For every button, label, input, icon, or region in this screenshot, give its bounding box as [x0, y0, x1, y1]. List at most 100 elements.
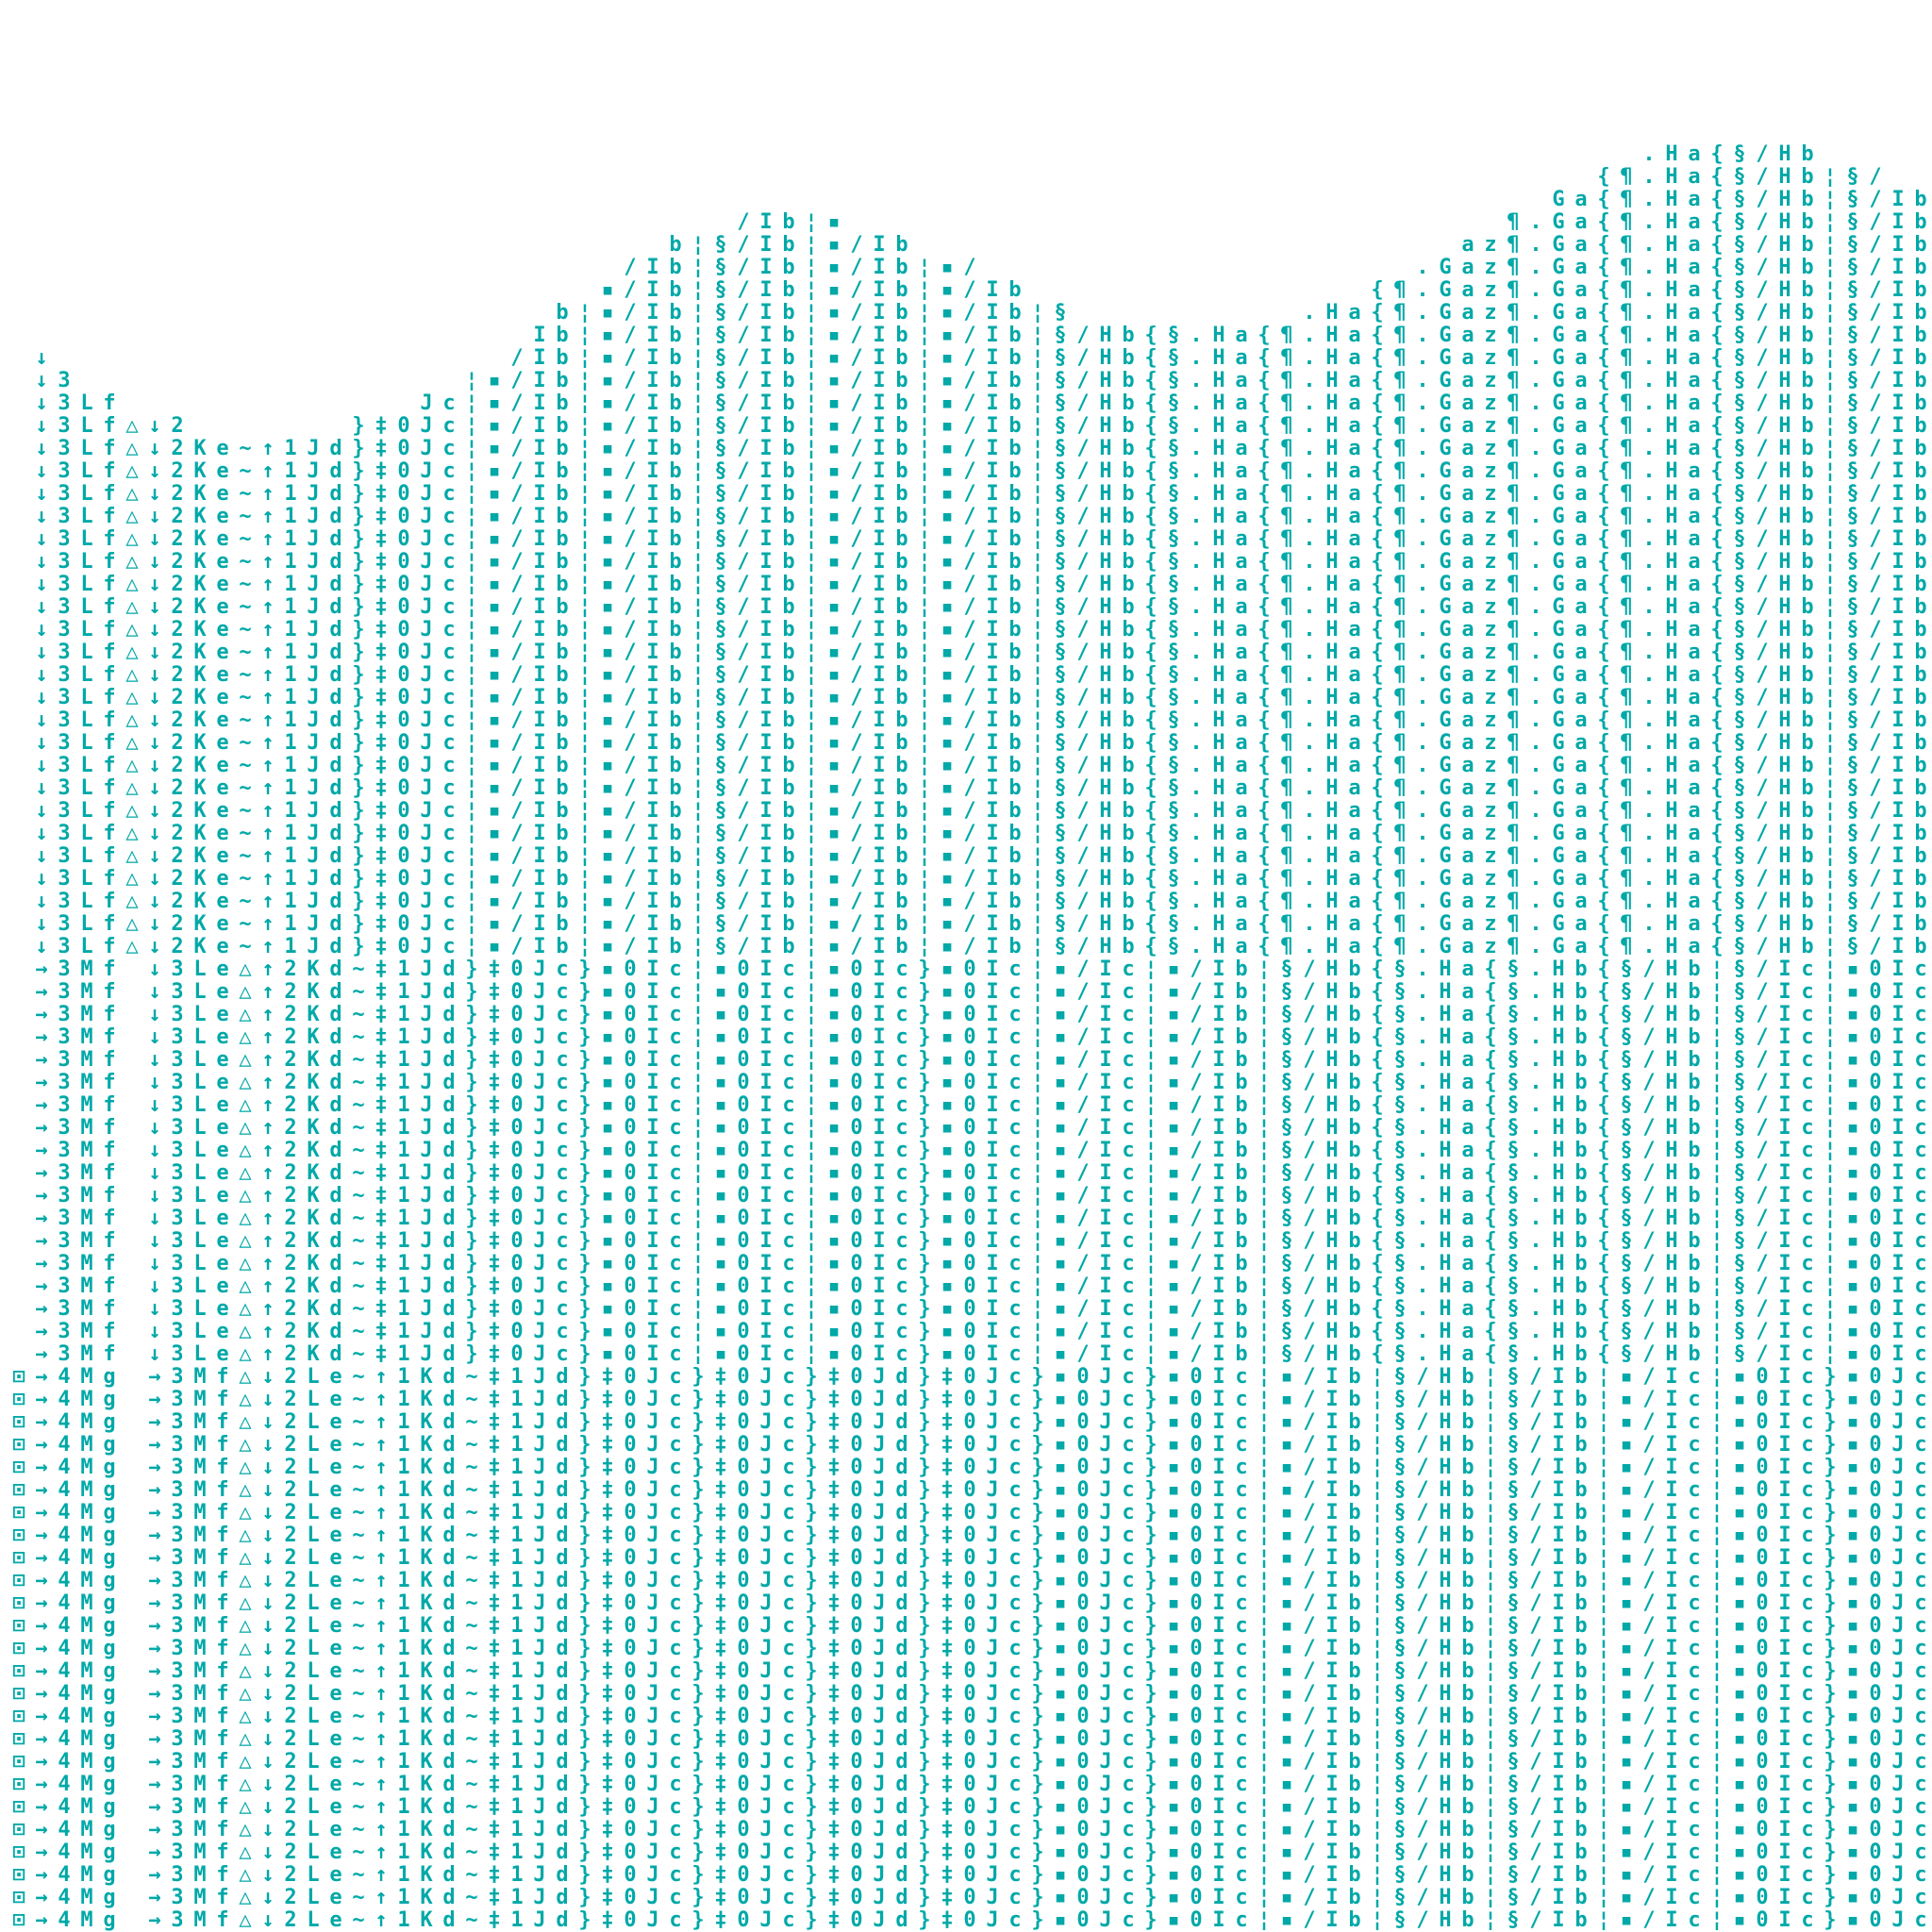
glyph: b [664, 709, 687, 732]
glyph: I [1208, 1660, 1230, 1683]
glyph: / [845, 438, 868, 460]
glyph: § [1049, 347, 1072, 370]
glyph: 0 [732, 1547, 755, 1570]
glyph: d [325, 1321, 347, 1343]
glyph: ↑ [370, 1570, 392, 1592]
glyph: ~ [347, 1887, 370, 1909]
glyph: ¶ [1275, 325, 1298, 347]
glyph: . [1185, 415, 1208, 438]
glyph: b [664, 596, 687, 619]
glyph: 1 [392, 1706, 415, 1728]
glyph: H [1547, 1253, 1570, 1275]
glyph: G [1547, 528, 1570, 551]
glyph: § [709, 823, 732, 845]
glyph: c [438, 641, 460, 664]
glyph: ‡ [709, 1411, 732, 1434]
glyph: 4 [53, 1887, 75, 1909]
glyph: M [75, 1253, 98, 1275]
glyph: ‡ [483, 1570, 506, 1592]
glyph: / [619, 732, 641, 755]
glyph: § [1275, 1208, 1298, 1230]
glyph: a [1457, 1208, 1479, 1230]
glyph: a [1570, 460, 1592, 483]
glyph: d [891, 1457, 913, 1479]
glyph: f [211, 1411, 234, 1434]
glyph: ~ [234, 936, 257, 958]
glyph: 0 [1072, 1706, 1094, 1728]
glyph: c [1004, 1162, 1026, 1185]
glyph: M [75, 1117, 98, 1140]
glyph: } [574, 1592, 596, 1615]
glyph: d [438, 1072, 460, 1094]
glyph: I [641, 981, 664, 1004]
glyph: L [75, 619, 98, 641]
glyph: I [1547, 1592, 1570, 1615]
glyph: b [1343, 1140, 1366, 1162]
glyph: ¶ [1389, 913, 1411, 936]
glyph: c [1230, 1592, 1253, 1615]
glyph: c [1004, 1683, 1026, 1706]
glyph: ↓ [143, 460, 166, 483]
glyph: J [641, 1434, 664, 1457]
glyph: b [777, 211, 800, 234]
glyph: I [641, 1208, 664, 1230]
glyph: § [1275, 1094, 1298, 1117]
glyph: 0 [732, 1819, 755, 1841]
glyph: ¦ [913, 325, 936, 347]
glyph: ▪ [823, 234, 845, 257]
glyph: } [1026, 1887, 1049, 1909]
glyph: a [1457, 415, 1479, 438]
glyph: ↓ [143, 891, 166, 913]
glyph: 1 [279, 528, 302, 551]
glyph: ‡ [823, 1841, 845, 1864]
glyph: J [415, 438, 438, 460]
glyph: H [1547, 1185, 1570, 1208]
glyph: c [1230, 1366, 1253, 1389]
glyph: ¶ [1502, 868, 1524, 891]
glyph: ⊡ [8, 1366, 30, 1389]
glyph: 0 [1185, 1389, 1208, 1411]
glyph: H [1321, 800, 1343, 823]
glyph: z [1479, 868, 1502, 891]
glyph: { [1253, 551, 1275, 574]
glyph: ¦ [1366, 1502, 1389, 1524]
glyph: 0 [732, 958, 755, 981]
glyph: ⊡ [8, 1909, 30, 1932]
glyph: / [732, 687, 755, 709]
glyph: 1 [506, 1570, 528, 1592]
glyph: ¦ [1140, 1049, 1162, 1072]
glyph: b [1570, 1638, 1592, 1660]
glyph: 3 [53, 1026, 75, 1049]
glyph: / [1298, 1887, 1321, 1909]
glyph: M [75, 1547, 98, 1570]
glyph: M [75, 1004, 98, 1026]
glyph: § [1162, 936, 1185, 958]
glyph: ‡ [370, 1321, 392, 1343]
glyph: } [1026, 1524, 1049, 1547]
glyph: ‡ [936, 1683, 958, 1706]
glyph: ↑ [370, 1502, 392, 1524]
glyph: a [1457, 528, 1479, 551]
glyph: 3 [53, 460, 75, 483]
glyph: ¦ [460, 687, 483, 709]
glyph: ↓ [143, 1275, 166, 1298]
glyph: ~ [347, 1094, 370, 1117]
glyph: § [1162, 800, 1185, 823]
glyph: H [1434, 1004, 1457, 1026]
glyph: 4 [53, 1411, 75, 1434]
glyph: △ [121, 574, 143, 596]
glyph: 0 [845, 1298, 868, 1321]
glyph: c [1004, 1751, 1026, 1774]
glyph: d [438, 1683, 460, 1706]
glyph: / [1411, 1706, 1434, 1728]
glyph: J [981, 1819, 1004, 1841]
glyph: ¦ [1026, 1253, 1049, 1275]
glyph: } [460, 1275, 483, 1298]
glyph: ‡ [709, 1774, 732, 1796]
glyph: H [1321, 845, 1343, 868]
glyph: ¦ [1026, 1230, 1049, 1253]
glyph: c [1117, 1502, 1140, 1524]
glyph: f [211, 1660, 234, 1683]
glyph: a [1457, 823, 1479, 845]
glyph: ¶ [1275, 664, 1298, 687]
